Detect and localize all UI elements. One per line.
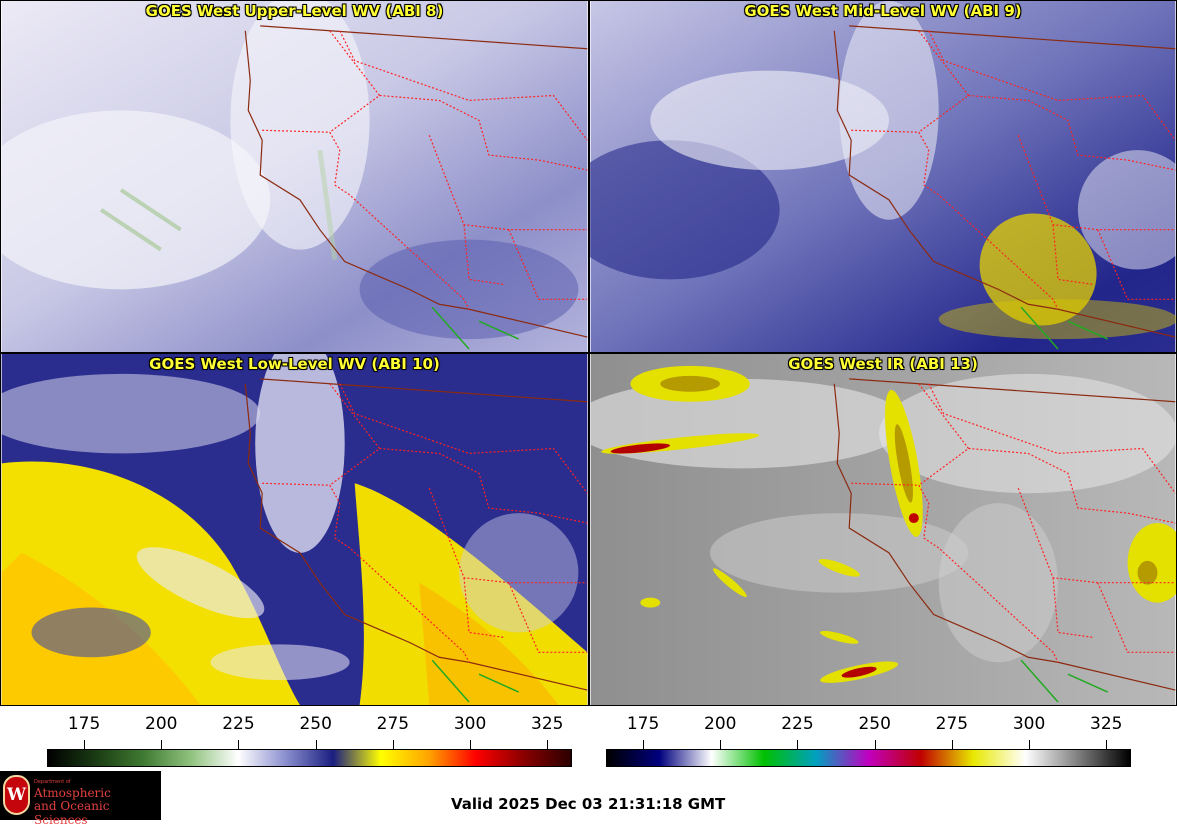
mid-wv-image (590, 1, 1176, 352)
colorbar-tick-mark (161, 740, 163, 749)
colorbar-right-ticks: 175 200 225 250 275 300 325 (606, 712, 1131, 752)
panel-title: GOES West Low-Level WV (ABI 10) (149, 355, 440, 373)
satellite-panel-mid-wv: GOES West Mid-Level WV (ABI 9) (589, 0, 1177, 353)
colorbar-right (606, 749, 1131, 767)
colorbar-tick-mark (470, 740, 472, 749)
colorbar-tick-label: 300 (1012, 714, 1046, 734)
satellite-panel-low-wv: GOES West Low-Level WV (ABI 10) (0, 353, 589, 706)
colorbar-tick-mark (238, 740, 240, 749)
upper-wv-image (1, 1, 588, 352)
colorbar-tick-label: 200 (704, 714, 737, 734)
colorbar-tick-label: 200 (145, 714, 178, 734)
colorbar-tick-label: 325 (1090, 714, 1123, 734)
colorbar-tick-label: 250 (299, 714, 332, 734)
colorbar-tick-mark (84, 740, 86, 749)
satellite-panel-ir: GOES West IR (ABI 13) (589, 353, 1177, 706)
panel-title: GOES West Upper-Level WV (ABI 8) (145, 2, 444, 20)
logo-department: Department of (34, 779, 71, 785)
colorbar-tick-label: 175 (67, 714, 101, 734)
colorbar-left-ticks: 175 200 225 250 275 300 325 (47, 712, 572, 752)
colorbar-tick-mark (643, 740, 645, 749)
logo-line2: and Oceanic Sciences (34, 799, 110, 827)
colorbar-tick-label: 225 (781, 714, 814, 734)
colorbar-tick-label: 275 (376, 714, 410, 734)
panel-title: GOES West IR (ABI 13) (788, 355, 978, 373)
colorbar-tick-mark (720, 740, 722, 749)
colorbar-tick-mark (874, 740, 876, 749)
colorbar-tick-mark (951, 740, 953, 749)
satellite-panel-upper-wv: GOES West Upper-Level WV (ABI 8) (0, 0, 589, 353)
colorbar-tick-mark (315, 740, 317, 749)
panel-title: GOES West Mid-Level WV (ABI 9) (744, 2, 1022, 20)
colorbar-tick-label: 225 (222, 714, 255, 734)
colorbar-tick-mark (392, 740, 394, 749)
colorbar-tick-label: 175 (626, 714, 660, 734)
colorbar-tick-mark (797, 740, 799, 749)
colorbar-tick-mark (1106, 740, 1108, 749)
colorbar-tick-label: 275 (935, 714, 969, 734)
logo-line1: Atmospheric (34, 786, 111, 800)
colorbar-tick-label: 325 (531, 714, 564, 734)
uw-crest-icon: W (3, 775, 30, 815)
low-wv-image (1, 354, 588, 705)
valid-time: Valid 2025 Dec 03 21:31:18 GMT (451, 795, 726, 813)
colorbar-tick-mark (1029, 740, 1031, 749)
ir-image (590, 354, 1176, 705)
colorbar-tick-label: 250 (858, 714, 891, 734)
colorbar-tick-label: 300 (453, 714, 487, 734)
colorbar-left (47, 749, 572, 767)
colorbar-tick-mark (547, 740, 549, 749)
aos-logo: W Department of Atmospheric and Oceanic … (0, 771, 161, 827)
